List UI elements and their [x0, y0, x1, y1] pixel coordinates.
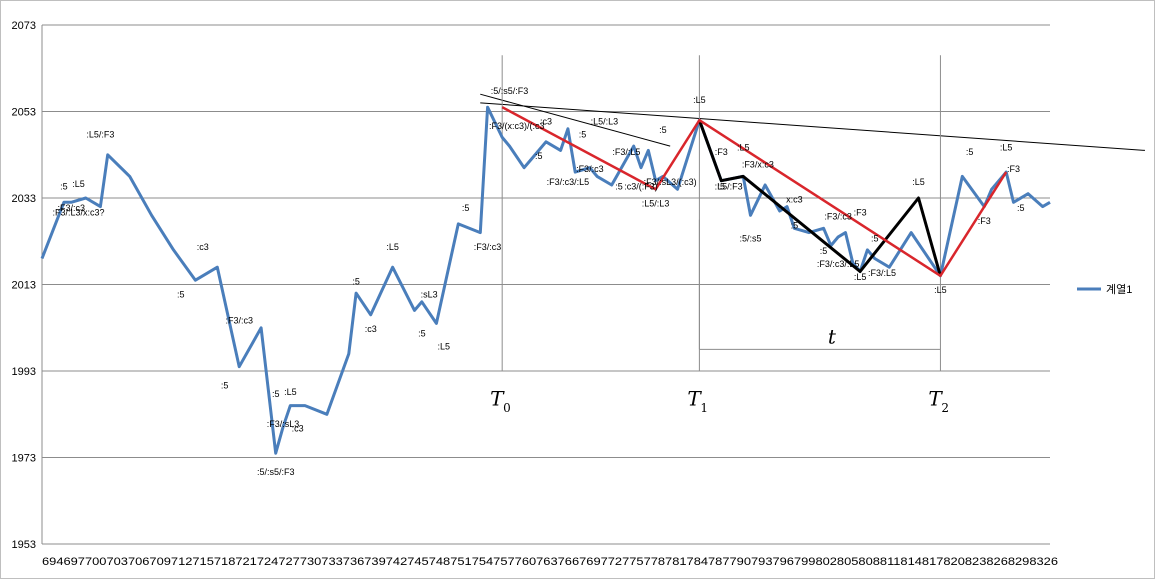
data-annotation: :5 [718, 181, 726, 191]
data-annotation: :F3/:c3 [225, 315, 253, 325]
x-axis: 6946977007037067097127157187217247277307… [42, 556, 1058, 568]
data-annotation: :5 [221, 380, 229, 390]
trendlines [480, 93, 1145, 151]
data-annotation: :F3/:sL3 [267, 419, 300, 429]
black-wave-path [697, 119, 942, 277]
data-annotation: :5/:s5/:F3 [257, 467, 295, 477]
data-annotation: :F3/:c3/:L5 [817, 259, 860, 269]
data-annotation: :c3 [197, 242, 209, 252]
data-annotation: :5/:s5/:F3 [491, 86, 529, 96]
y-tick-label: 1973 [12, 453, 36, 465]
y-tick-label: 2033 [12, 193, 36, 205]
data-annotation: :5 [352, 277, 360, 287]
data-annotation: :sL3 [421, 289, 438, 299]
data-annotation: :5 [820, 246, 828, 256]
data-annotation: :L5 [386, 242, 399, 252]
data-annotation: :5 [177, 289, 185, 299]
data-annotation: :L5 [284, 387, 297, 397]
data-annotation: :5 [871, 233, 879, 243]
trendline [480, 93, 671, 147]
data-annotation: :F3/:c3/:L5 [547, 177, 590, 187]
data-annotation: :F3/x:c3 [742, 160, 774, 170]
data-annotation: :c3 [292, 424, 304, 434]
data-annotation: :L5/:L3 [642, 199, 670, 209]
interval-label: t [828, 324, 837, 348]
data-annotation: :L5 [912, 177, 925, 187]
data-annotation: :5 [418, 328, 426, 338]
series-group [40, 105, 1051, 455]
data-annotation: :5 [60, 181, 68, 191]
data-annotation: :L5 [854, 272, 867, 282]
y-tick-label: 2053 [12, 107, 36, 119]
data-annotation: :F3 [978, 216, 991, 226]
data-annotation: :L5/:L3 [591, 116, 619, 126]
data-annotation: :c3/(:F3) [624, 181, 658, 191]
data-annotation: :5 [462, 203, 470, 213]
data-annotation: :F3/:c3 [824, 212, 852, 222]
data-annotation: :5 [535, 151, 543, 161]
t-marker-subscript: 2 [941, 401, 949, 415]
data-annotation: :L5 [934, 285, 947, 295]
data-annotation: :c3 [540, 116, 552, 126]
data-annotation: :L5 [737, 142, 750, 152]
data-annotation: :F3/:sL3/(:c3) [644, 177, 697, 187]
data-annotation: :F3/:L5 [868, 268, 896, 278]
red-wave-path [501, 106, 1008, 278]
data-annotation: :F3/:c3 [576, 164, 604, 174]
legend-label: 계열1 [1106, 283, 1132, 296]
y-tick-label: 2013 [12, 280, 36, 292]
annotations: :5:L5:F3/:c3:F3/:L3/x:c3?:L5/:F3:c3:5:F3… [53, 86, 1025, 477]
data-annotation: :5 [791, 220, 799, 230]
data-annotation: :5 [1017, 203, 1025, 213]
data-annotation: x:c3 [786, 194, 803, 204]
data-annotation: :5 [659, 125, 667, 135]
gridlines [42, 24, 1050, 545]
x-tick-labels: 6946977007037067097127157187217247277307… [42, 556, 1058, 568]
trendline [480, 102, 1145, 151]
y-tick-label: 1953 [12, 539, 36, 551]
data-annotation: :L5 [693, 95, 706, 105]
data-annotation: :F3 [715, 147, 728, 157]
data-annotation: :L5/:F3 [715, 181, 743, 191]
series-line [40, 105, 1051, 455]
t-marker-label: T [928, 387, 943, 411]
data-annotation: :L5 [72, 179, 85, 189]
data-annotation: :F3/(x:c3)/(:c3 [489, 121, 545, 131]
t-marker-subscript: 0 [503, 401, 511, 415]
data-annotation: :F3/:L5 [612, 147, 640, 157]
t-marker-label: T [687, 387, 702, 411]
data-annotation: :F3/:L3/x:c3? [53, 207, 105, 217]
t-marker-label: T [490, 387, 505, 411]
data-annotation: :5/:s5 [740, 233, 762, 243]
t-marker-subscript: 1 [700, 401, 708, 415]
data-annotation: :F3 [1007, 164, 1020, 174]
data-annotation: :5 [615, 181, 623, 191]
data-annotation: :5 [966, 147, 974, 157]
data-annotation: :F3 [854, 207, 867, 217]
data-annotation: :c3 [365, 324, 377, 334]
data-annotation: :F3/:c3 [474, 242, 502, 252]
data-annotation: :L5 [1000, 142, 1013, 152]
data-annotation: :5 [579, 129, 587, 139]
y-axis: 1953 1973 1993 2013 2033 2053 2073 [12, 20, 43, 551]
data-annotation: :L5 [437, 341, 450, 351]
y-tick-label: 2073 [12, 20, 36, 32]
legend: 계열1 [1077, 283, 1132, 296]
data-annotation: :F3/:c3 [57, 203, 85, 213]
overlay-paths [501, 106, 1008, 278]
data-annotation: :L5/:F3 [86, 129, 114, 139]
y-tick-label: 1993 [12, 366, 36, 378]
data-annotation: :5 [272, 389, 280, 399]
